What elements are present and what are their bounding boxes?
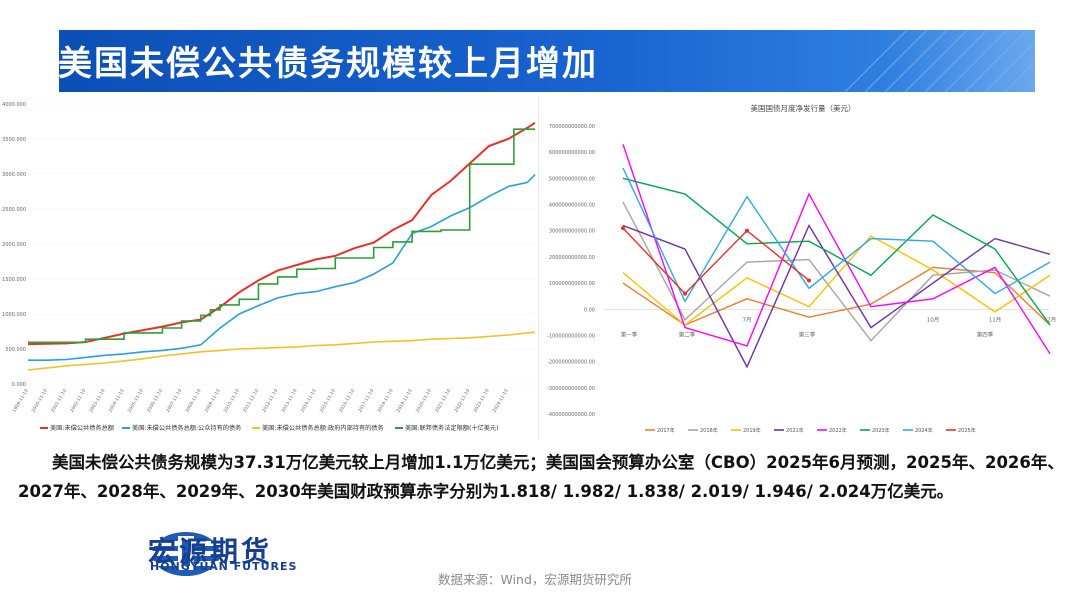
series-line-1 [622, 201, 1051, 342]
month-label: 12月 [1044, 316, 1057, 323]
y-tick-label: -200000000000.00 [547, 360, 595, 366]
legend-label: 2021年 [786, 427, 804, 434]
x-tick-label: 2002-11-10 [69, 388, 87, 414]
series-line-3 [28, 128, 535, 344]
y-tick-label: 1500.000 [2, 277, 26, 283]
x-tick-label: 2001-11-10 [50, 388, 68, 414]
x-tick-label: 2003-11-10 [88, 388, 106, 414]
debt-outstanding-chart: 0.000 500.000 1000.000 1500.000 2000.000 2500… [0, 96, 539, 440]
series-marker [621, 226, 625, 231]
summary-paragraph: 美国未偿公共债务规模为37.31万亿美元较上月增加1.1万亿美元；美国国会预算办… [18, 453, 1064, 501]
x-tick-label: 2013-11-10 [280, 388, 298, 414]
x-tick-label: 2010-11-10 [223, 388, 241, 414]
legend-label: 美国:未偿公共债务总额:公众持有的债务 [132, 424, 241, 432]
x-tick-label: 2017-11-10 [357, 388, 375, 414]
y-tick-label: 0.000 [12, 382, 26, 388]
x-tick-label: 2008-11-10 [184, 388, 202, 414]
legend-label: 美国:未偿公共债务总额 [50, 424, 115, 432]
y-tick-label: 1000.000 [2, 312, 26, 318]
y-tick-label: 100000000000.00 [549, 281, 595, 287]
data-source-note: 数据来源：Wind，宏源期货研究所 [438, 572, 632, 587]
logo-english-name: HONGYUAN FUTURES [150, 560, 298, 573]
y-tick-label: 400000000000.00 [549, 203, 595, 209]
series-line-2 [27, 331, 536, 371]
y-tick-label: 700000000000.00 [549, 124, 595, 130]
series-marker [745, 228, 749, 233]
x-tick-label: 2023-11-10 [472, 388, 490, 414]
x-tick-label: 2006-11-10 [146, 388, 164, 414]
y-tick-label: -400000000000.00 [547, 412, 595, 418]
x-tick-label: 2022-11-10 [453, 388, 471, 414]
y-tick-label: 500.000 [5, 347, 26, 353]
legend-label: 美国:未偿公共债务总额:政府内部持有的债务 [262, 424, 384, 432]
y-tick-label: 4000.000 [2, 102, 26, 108]
title-banner-edge [45, 30, 59, 92]
y-tick-label: 2500.000 [2, 207, 26, 213]
x-tick-label: 2012-11-10 [261, 388, 279, 414]
legend-label: 美国:联邦债务法定限额(十亿美元) [405, 424, 499, 432]
series-line-0 [622, 266, 1051, 326]
banner-stripes [845, 30, 1035, 92]
y-tick-label: 0.00 [584, 307, 595, 313]
month-label: 7月 [743, 316, 752, 323]
series-line-5 [622, 177, 1051, 326]
logo-chinese-name: 宏源期货 [148, 535, 273, 568]
legend-label: 2023年 [872, 427, 890, 434]
y-tick-label: 500000000000.00 [549, 176, 595, 182]
legend-label: 2024年 [915, 427, 933, 434]
y-tick-label: -300000000000.00 [547, 386, 595, 392]
x-tick-label: 2019-11-10 [396, 388, 414, 414]
x-tick-label: 2020-11-10 [415, 388, 433, 414]
y-tick-label: 2000.000 [2, 242, 26, 248]
hongyuan-logo-icon [152, 532, 220, 576]
title-banner [45, 30, 1035, 92]
y-tick-label: 200000000000.00 [549, 255, 595, 261]
summary-text-block: 美国未偿公共债务规模为37.31万亿美元较上月增加1.1万亿美元；美国国会预算办… [18, 448, 1064, 506]
x-tick-label: 2014-11-10 [300, 388, 318, 414]
x-tick-label: 2005-11-10 [127, 388, 145, 414]
y-tick-label: 300000000000.00 [549, 229, 595, 235]
x-tick-label: 2009-11-10 [204, 388, 222, 414]
y-tick-label: 3500.000 [2, 137, 26, 143]
month-label: 10月 [927, 316, 940, 323]
monthly-net-issuance-chart: 美国国债月度净发行量（美元） -400000000000.00 -300000000… [545, 96, 1060, 440]
quarter-label: 第三季 [799, 330, 816, 338]
x-tick-label: 2018-11-10 [376, 388, 394, 414]
x-tick-label: 2004-11-10 [107, 388, 125, 414]
x-tick-label: 2000-11-10 [31, 388, 49, 414]
series-line-0 [27, 121, 536, 346]
x-tick-label: 2011-11-10 [242, 388, 260, 414]
series-line-7 [622, 227, 810, 295]
quarter-label: 第四季 [977, 330, 994, 338]
series-marker [807, 278, 811, 283]
series-marker [683, 291, 687, 296]
y-tick-label: 600000000000.00 [549, 150, 595, 156]
quarter-label: 第一季 [621, 330, 638, 338]
y-tick-label: 3000.000 [2, 172, 26, 178]
x-tick-label: 2015-11-10 [319, 388, 337, 414]
x-tick-label: 2024-11-10 [492, 388, 510, 414]
series-line-3 [622, 223, 1051, 369]
x-tick-label: 1999-11-10 [11, 388, 29, 414]
quarter-label: 第二季 [679, 330, 696, 338]
legend-label: 2018年 [700, 427, 718, 434]
x-tick-label: 2021-11-10 [434, 388, 452, 414]
x-tick-label: 2007-11-10 [165, 388, 183, 414]
legend-label: 2025年 [958, 427, 976, 434]
page-title: 美国未偿公共债务规模较上月增加 [58, 44, 598, 84]
series-line-1 [28, 174, 536, 361]
legend-label: 2022年 [829, 427, 847, 434]
x-tick-label: 2016-11-10 [338, 388, 356, 414]
chart-title: 美国国债月度净发行量（美元） [751, 103, 856, 113]
series-line-2 [622, 235, 1051, 326]
series-line-4 [622, 144, 1051, 355]
legend-label: 2017年 [657, 427, 675, 434]
y-tick-label: -100000000000.00 [547, 333, 595, 339]
legend-label: 2019年 [743, 427, 761, 434]
series-line-6 [622, 167, 1051, 303]
month-label: 11月 [989, 316, 1002, 323]
